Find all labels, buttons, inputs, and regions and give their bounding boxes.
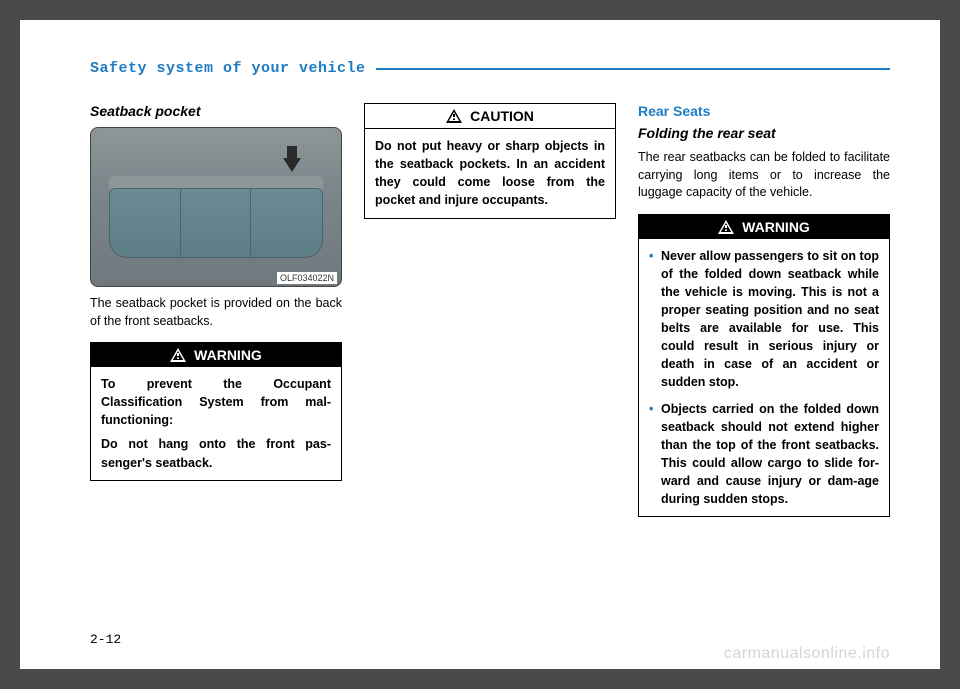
rear-seats-description: The rear seatbacks can be folded to faci… xyxy=(638,149,890,202)
warning-bullet: Never allow passengers to sit on top of … xyxy=(649,247,879,392)
manual-page: Safety system of your vehicle Seatback p… xyxy=(20,20,940,669)
header-rule xyxy=(376,68,890,70)
figure-code: OLF034022N xyxy=(277,272,337,284)
warning-body: To prevent the Occupant Classification S… xyxy=(91,367,341,480)
figure-pocket xyxy=(109,188,323,258)
warning-callout: WARNING To prevent the Occupant Classifi… xyxy=(90,342,342,481)
warning-bullet: Objects carried on the folded down seatb… xyxy=(649,400,879,509)
page-number: 2-12 xyxy=(90,632,121,647)
warning-text: Do not hang onto the front pas-senger's … xyxy=(101,435,331,471)
folding-rear-seat-heading: Folding the rear seat xyxy=(638,125,890,141)
content-columns: Seatback pocket OLF034022N The seatback … xyxy=(90,103,890,529)
chapter-header: Safety system of your vehicle xyxy=(90,60,890,77)
chapter-title: Safety system of your vehicle xyxy=(90,60,376,77)
warning-triangle-icon xyxy=(718,220,734,234)
seatback-pocket-heading: Seatback pocket xyxy=(90,103,342,119)
caution-header: CAUTION xyxy=(365,104,615,129)
caution-callout: CAUTION Do not put heavy or sharp object… xyxy=(364,103,616,219)
watermark: carmanualsonline.info xyxy=(724,645,890,663)
column-1: Seatback pocket OLF034022N The seatback … xyxy=(90,103,342,529)
warning-label: WARNING xyxy=(742,219,810,235)
rear-seats-heading: Rear Seats xyxy=(638,103,890,119)
column-2: CAUTION Do not put heavy or sharp object… xyxy=(364,103,616,529)
figure-divider xyxy=(250,189,251,257)
warning-callout: WARNING Never allow passengers to sit on… xyxy=(638,214,890,518)
seatback-pocket-description: The seatback pocket is provided on the b… xyxy=(90,295,342,330)
figure-divider xyxy=(180,189,181,257)
warning-body: Never allow passengers to sit on top of … xyxy=(639,239,889,517)
warning-triangle-icon xyxy=(170,348,186,362)
warning-text: To prevent the Occupant Classification S… xyxy=(101,375,331,429)
caution-text: Do not put heavy or sharp objects in the… xyxy=(375,137,605,210)
warning-header: WARNING xyxy=(91,343,341,367)
warning-label: WARNING xyxy=(194,347,262,363)
warning-header: WARNING xyxy=(639,215,889,239)
down-arrow-icon xyxy=(283,158,301,172)
caution-label: CAUTION xyxy=(470,108,534,124)
caution-triangle-icon xyxy=(446,109,462,123)
caution-body: Do not put heavy or sharp objects in the… xyxy=(365,129,615,218)
column-3: Rear Seats Folding the rear seat The rea… xyxy=(638,103,890,529)
seatback-pocket-figure: OLF034022N xyxy=(90,127,342,287)
